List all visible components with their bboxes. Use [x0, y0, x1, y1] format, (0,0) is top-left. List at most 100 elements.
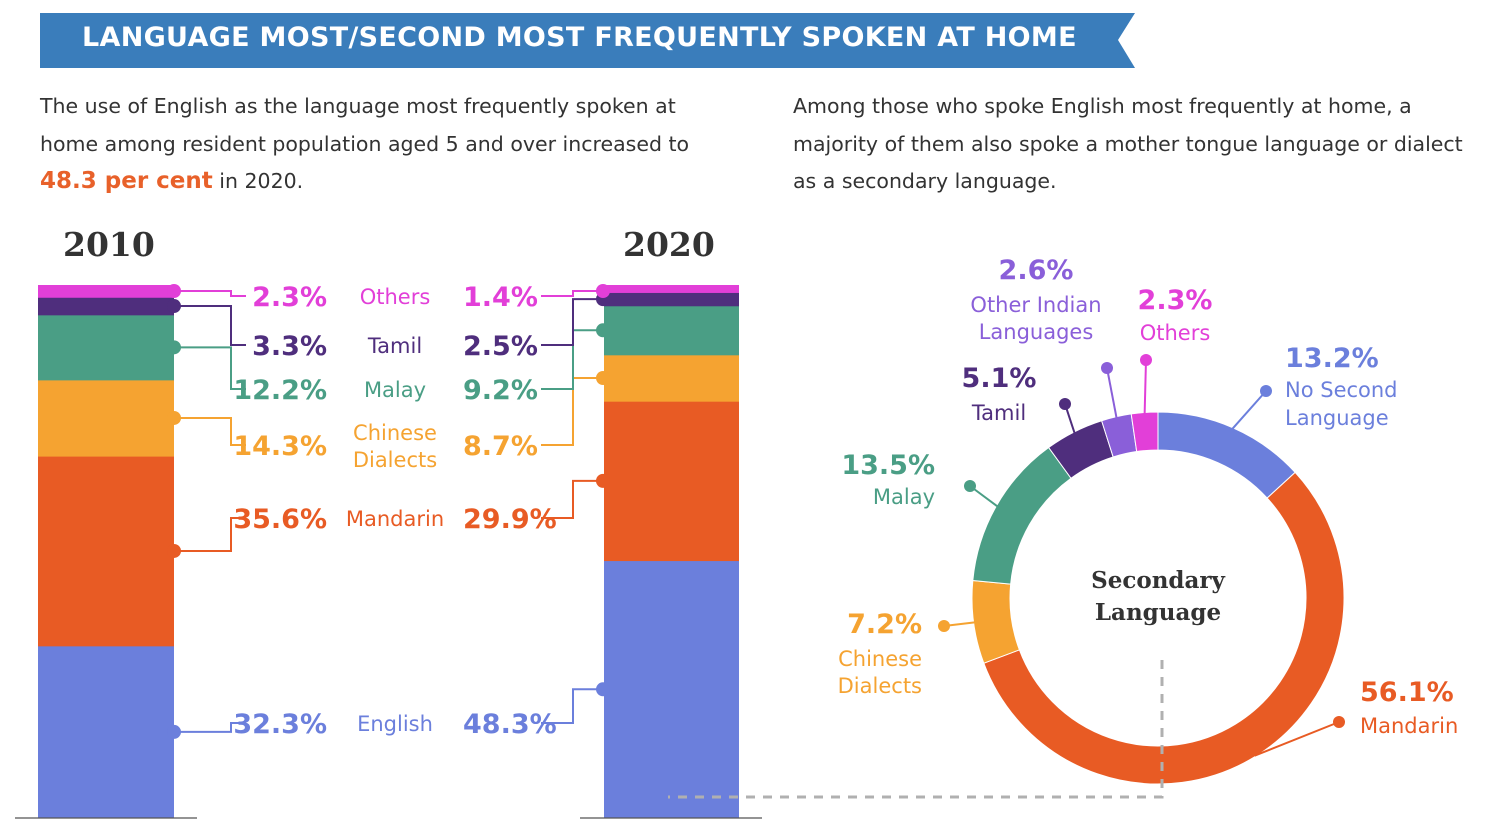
donut-category-label-other-indian-languages-line1: Other Indian — [970, 293, 1101, 317]
marker-2010-others — [167, 284, 181, 298]
donut-slice-malay — [972, 446, 1072, 585]
donut-marker-chinese-dialects — [938, 620, 950, 632]
marker-2010-tamil — [167, 299, 181, 314]
bar-segment-mandarin-2010 — [38, 456, 174, 647]
donut-value-label-others: 2.3% — [1138, 285, 1213, 316]
title-banner — [40, 13, 1135, 68]
connector-2020-mandarin — [541, 479, 603, 519]
donut-value-label-no-second-language: 13.2% — [1285, 343, 1379, 374]
donut-category-label-other-indian-languages-line2: Languages — [979, 320, 1094, 344]
marker-2010-mandarin — [167, 543, 181, 558]
connector-2020-english — [541, 688, 603, 724]
bar-segment-english-2010 — [38, 645, 174, 819]
category-label-english: English — [357, 712, 433, 736]
connector-2010-malay — [174, 346, 246, 390]
donut-value-label-chinese-dialects: 7.2% — [847, 609, 922, 640]
value-label-2010-malay: 12.2% — [233, 375, 327, 406]
bar-segment-mandarin-2020 — [604, 401, 739, 562]
marker-2010-malay — [167, 340, 181, 355]
donut-marker-tamil — [1059, 398, 1071, 410]
intro-left-text: The use of English as the language most … — [40, 88, 690, 201]
bar-segment-malay-2020 — [604, 305, 739, 356]
donut-slice-mandarin — [983, 471, 1345, 785]
donut-category-label-chinese-dialects-line2: Dialects — [838, 674, 922, 698]
value-label-2010-others: 2.3% — [252, 282, 327, 313]
donut-marker-mandarin — [1333, 716, 1345, 728]
connector-2010-mandarin — [174, 517, 246, 552]
donut-leader-other-indian-languages — [1106, 367, 1118, 418]
marker-2020-others — [596, 284, 610, 298]
value-label-2020-tamil: 2.5% — [463, 331, 538, 362]
bar-segment-malay-2010 — [38, 314, 174, 381]
donut-slice-no-second-language — [1157, 411, 1296, 499]
donut-value-label-other-indian-languages: 2.6% — [999, 255, 1074, 286]
donut-category-label-tamil: Tamil — [971, 401, 1026, 425]
donut-category-label-others: Others — [1140, 321, 1211, 345]
donut-marker-other-indian-languages — [1101, 362, 1113, 374]
donut-slice-chinese-dialects — [971, 579, 1021, 664]
intro-left-after: in 2020. — [212, 169, 304, 193]
marker-2010-english — [167, 724, 181, 739]
bar-segment-chinese-dialects-2010 — [38, 379, 174, 457]
donut-value-label-tamil: 5.1% — [962, 363, 1037, 394]
bar-segment-others-2020 — [604, 285, 739, 293]
value-label-2020-malay: 9.2% — [463, 375, 538, 406]
category-label-chinese-dialects-line2: Dialects — [353, 448, 437, 472]
connector-2010-chinese-dialects — [174, 416, 246, 446]
category-label-chinese-dialects-line1: Chinese — [353, 421, 437, 445]
value-label-2020-others: 1.4% — [463, 282, 538, 313]
value-label-2020-english: 48.3% — [463, 709, 557, 740]
donut-leader-others — [1143, 359, 1147, 414]
connector-2020-chinese-dialects — [541, 377, 603, 446]
donut-category-label-malay: Malay — [873, 485, 935, 509]
donut-marker-others — [1140, 354, 1152, 366]
category-label-tamil: Tamil — [367, 334, 422, 358]
bar-segment-english-2020 — [604, 560, 739, 819]
marker-2010-chinese-dialects — [167, 410, 181, 425]
donut-marker-malay — [964, 480, 976, 492]
value-label-2010-mandarin: 35.6% — [233, 504, 327, 535]
year-label-2020: 2020 — [623, 225, 715, 264]
connector-2010-others — [174, 290, 246, 297]
connector-2010-tamil — [174, 305, 246, 346]
category-label-others: Others — [360, 285, 431, 309]
category-label-mandarin: Mandarin — [346, 507, 444, 531]
page-title: LANGUAGE MOST/SECOND MOST FREQUENTLY SPO… — [82, 22, 1077, 53]
donut-leader-mandarin — [1254, 721, 1340, 757]
value-label-2020-chinese-dialects: 8.7% — [463, 431, 538, 462]
marker-2020-chinese-dialects — [596, 371, 610, 386]
donut-value-label-mandarin: 56.1% — [1360, 677, 1454, 708]
bar-segment-chinese-dialects-2020 — [604, 354, 739, 402]
donut-category-label-chinese-dialects-line1: Chinese — [838, 647, 922, 671]
donut-category-label-no-second-language-line2: Language — [1285, 406, 1389, 430]
banner-shape — [40, 13, 1135, 68]
intro-left-before: The use of English as the language most … — [40, 94, 690, 156]
connector-2020-others — [541, 290, 603, 297]
connector-2010-english — [174, 722, 246, 733]
donut-category-label-no-second-language-line1: No Second — [1285, 378, 1398, 402]
bar-segment-tamil-2020 — [604, 292, 739, 307]
donut-leader-no-second-language — [1231, 390, 1267, 430]
donut-center-title-line2: Language — [1095, 599, 1221, 626]
donut-category-label-mandarin: Mandarin — [1360, 714, 1458, 738]
value-label-2010-tamil: 3.3% — [252, 331, 327, 362]
marker-2020-malay — [596, 323, 610, 338]
value-label-2020-mandarin: 29.9% — [463, 504, 557, 535]
connector-2020-malay — [541, 329, 603, 390]
intro-highlight: 48.3 per cent — [40, 168, 213, 194]
intro-right-text: Among those who spoke English most frequ… — [793, 94, 1463, 193]
category-label-malay: Malay — [364, 378, 426, 402]
dashed-link-line — [668, 660, 1164, 799]
donut-center-title-line1: Secondary — [1091, 567, 1225, 594]
marker-2020-mandarin — [596, 473, 610, 488]
donut-value-label-malay: 13.5% — [841, 450, 935, 481]
donut-slice-others — [1130, 411, 1159, 453]
value-label-2010-chinese-dialects: 14.3% — [233, 431, 327, 462]
bar-segment-tamil-2010 — [38, 297, 174, 316]
bar-segment-others-2010 — [38, 285, 174, 298]
value-label-2010-english: 32.3% — [233, 709, 327, 740]
connector-2020-tamil — [541, 298, 603, 346]
year-label-2010: 2010 — [63, 225, 155, 264]
donut-marker-no-second-language — [1260, 385, 1272, 397]
